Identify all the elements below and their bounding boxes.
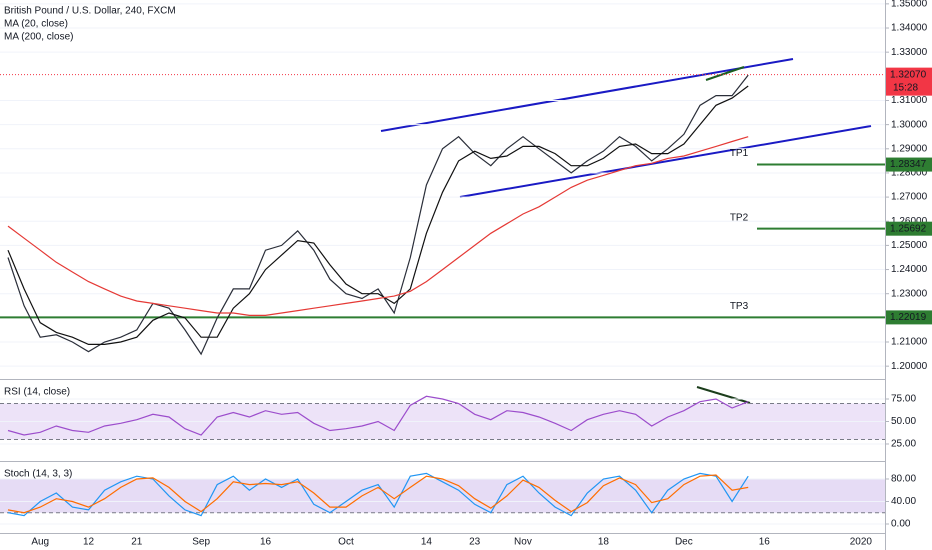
legend-entry: MA (20, close) [4, 19, 68, 30]
target-name: TP2 [730, 212, 749, 223]
x-tick-label: 14 [421, 537, 433, 548]
x-tick-label: 23 [469, 537, 481, 548]
channel-lower [459, 125, 872, 198]
series-line [7, 474, 749, 514]
y-tick-label: 75.00 [891, 394, 916, 405]
level-label: 1.25692 [890, 223, 927, 234]
y-tick-label: 1.21000 [891, 337, 928, 348]
y-tick-label: 80.00 [891, 474, 916, 485]
price-trendline [705, 66, 745, 81]
x-tick-label: 12 [83, 537, 95, 548]
y-tick-label: 50.00 [891, 416, 916, 427]
y-tick-label: 1.20000 [891, 361, 928, 372]
last-price-label: 1.32070 [890, 69, 927, 80]
y-tick-label: 1.23000 [891, 288, 928, 299]
series-line [7, 74, 749, 356]
y-tick-label: 1.30000 [891, 119, 928, 130]
panel-title: Stoch (14, 3, 3) [4, 469, 72, 480]
x-tick-label: 21 [131, 537, 143, 548]
level-label: 1.22019 [890, 312, 927, 323]
series-line [7, 136, 749, 316]
y-tick-label: 1.29000 [891, 143, 928, 154]
panel-title: RSI (14, close) [4, 387, 70, 398]
y-tick-label: 40.00 [891, 496, 916, 507]
level-label-box [886, 221, 932, 236]
level-label-box [886, 310, 932, 325]
series-line [7, 472, 749, 517]
countdown: 15:28 [893, 82, 918, 93]
target-name: TP1 [730, 148, 749, 159]
y-tick-label: 1.34000 [891, 23, 928, 34]
last-price-box [886, 67, 932, 96]
x-tick-label: Aug [31, 537, 49, 548]
y-tick-label: 1.28000 [891, 168, 928, 179]
x-tick-label: 16 [759, 537, 771, 548]
legend-entry: MA (200, close) [4, 32, 73, 43]
y-tick-label: 1.35000 [891, 0, 928, 10]
series-line [7, 395, 749, 436]
level-label: 1.28347 [890, 159, 927, 170]
y-tick-label: 25.00 [891, 439, 916, 450]
x-tick-label: 16 [260, 537, 272, 548]
x-tick-label: Dec [675, 537, 693, 548]
x-tick-label: Nov [514, 537, 532, 548]
y-tick-label: 1.25000 [891, 240, 928, 251]
y-tick-label: 1.33000 [891, 47, 928, 58]
y-tick-label: 1.27000 [891, 192, 928, 203]
rsi-band [0, 478, 885, 513]
series-line [7, 85, 749, 345]
level-label-box [886, 157, 932, 172]
x-tick-label: 18 [598, 537, 610, 548]
x-tick-label: 2020 [850, 537, 873, 548]
rsi-trendline [696, 386, 751, 404]
x-tick-label: Sep [192, 537, 210, 548]
y-tick-label: 1.26000 [891, 216, 928, 227]
y-tick-label: 1.31000 [891, 95, 928, 106]
channel-upper [380, 58, 794, 132]
panel-title: British Pound / U.S. Dollar, 240, FXCM [4, 6, 176, 17]
x-tick-label: Oct [338, 537, 354, 548]
y-tick-label: 0.00 [891, 519, 911, 530]
y-tick-label: 1.24000 [891, 264, 928, 275]
target-name: TP3 [730, 301, 749, 312]
